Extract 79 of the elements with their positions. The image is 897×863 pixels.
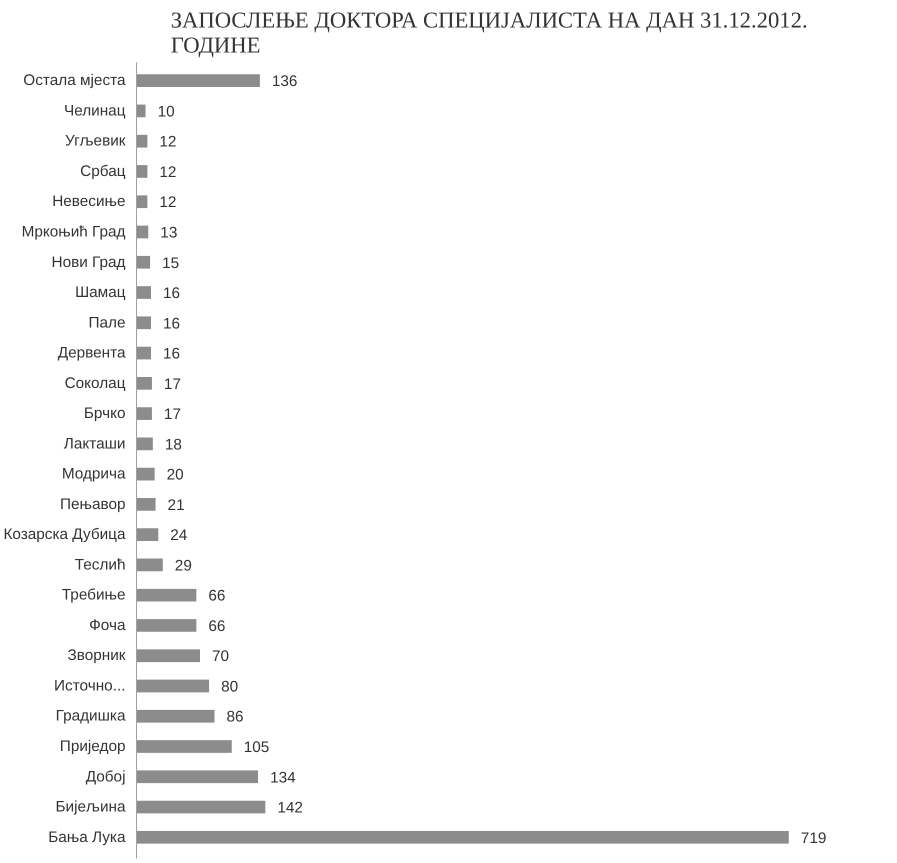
bar	[136, 588, 196, 602]
data-label: 12	[159, 194, 176, 212]
bar	[136, 468, 155, 480]
data-label: 719	[800, 830, 826, 847]
bar	[136, 376, 152, 390]
bar	[136, 226, 148, 238]
bar	[136, 528, 158, 542]
data-label: 80	[221, 678, 238, 696]
bar	[136, 619, 196, 632]
data-label: 142	[277, 800, 303, 817]
y-tick-label: Требиње	[62, 586, 126, 604]
data-label: 12	[159, 134, 176, 151]
bar	[136, 710, 215, 723]
data-label: 17	[164, 406, 181, 424]
y-tick-label: Градишка	[56, 708, 126, 725]
data-label: 15	[162, 254, 180, 272]
y-tick-label: Шамац	[75, 284, 126, 302]
bar	[136, 165, 148, 178]
bar	[136, 195, 148, 208]
data-label: 18	[164, 436, 182, 454]
bar	[136, 256, 150, 269]
bar	[136, 407, 152, 420]
data-label: 10	[158, 103, 175, 120]
y-tick-label: Пале	[88, 314, 126, 332]
y-tick-label: Лакташи	[64, 435, 126, 452]
bar	[136, 134, 148, 148]
data-label: 134	[270, 769, 296, 786]
data-label: 21	[168, 496, 185, 514]
y-tick-label: Дервента	[58, 344, 126, 362]
y-tick-label: Соколац	[64, 374, 126, 392]
data-label: 136	[272, 73, 298, 90]
data-label: 29	[174, 557, 192, 574]
data-label: 16	[163, 315, 180, 332]
data-label: 13	[160, 224, 178, 242]
bar	[136, 740, 232, 753]
data-label: 12	[159, 164, 176, 181]
y-tick-label: Добој	[86, 768, 126, 786]
data-label: 66	[208, 588, 226, 605]
bar	[136, 558, 163, 572]
data-label: 86	[226, 708, 244, 726]
y-tick-label: Бања Лука	[48, 828, 126, 846]
y-tick-label: Србац	[80, 162, 126, 180]
y-tick-label: Козарска Дубица	[3, 526, 126, 544]
bar	[136, 680, 210, 692]
bar	[136, 498, 156, 511]
chart-title: ЗАПОСЛЕЊЕ ДОКТОРА СПЕЦИЈАЛИСТА НА ДАН 31.12.2012. ГОДИНЕ	[170, 8, 808, 58]
bar	[136, 316, 152, 330]
y-tick-label: Угљевик	[65, 132, 126, 150]
y-tick-label: Челинац	[64, 102, 126, 120]
y-tick-label: Теслић	[74, 556, 126, 574]
bar	[136, 438, 153, 450]
data-label: 16	[163, 346, 180, 363]
y-tick-label: Невесиње	[52, 193, 126, 210]
y-tick-label: Нови Град	[52, 254, 126, 271]
data-label: 20	[166, 466, 184, 484]
y-tick-label: Мркоњић Град	[22, 223, 126, 240]
bar	[136, 346, 152, 360]
data-label: 24	[170, 527, 188, 544]
bar	[136, 74, 260, 88]
data-label: 70	[212, 648, 230, 666]
bar	[136, 800, 266, 814]
bar	[136, 830, 789, 844]
bar	[136, 286, 152, 299]
data-label: 66	[208, 618, 226, 635]
y-tick-label: Бијељина	[56, 798, 126, 816]
y-tick-label: Фоча	[89, 616, 126, 634]
y-tick-label: Пењавор	[60, 496, 126, 513]
bar	[136, 770, 258, 784]
y-tick-label: Источно...	[54, 677, 126, 694]
y-tick-label: Приједор	[60, 738, 126, 756]
bar	[136, 104, 146, 118]
bar	[136, 649, 200, 662]
data-label: 105	[244, 739, 270, 756]
data-label: 17	[164, 376, 181, 393]
y-tick-label: Брчко	[84, 405, 126, 422]
y-tick-label: Остала мјеста	[23, 72, 126, 90]
data-label: 16	[163, 285, 180, 302]
y-tick-label: Зворник	[67, 647, 126, 664]
y-tick-label: Модрича	[62, 466, 126, 483]
